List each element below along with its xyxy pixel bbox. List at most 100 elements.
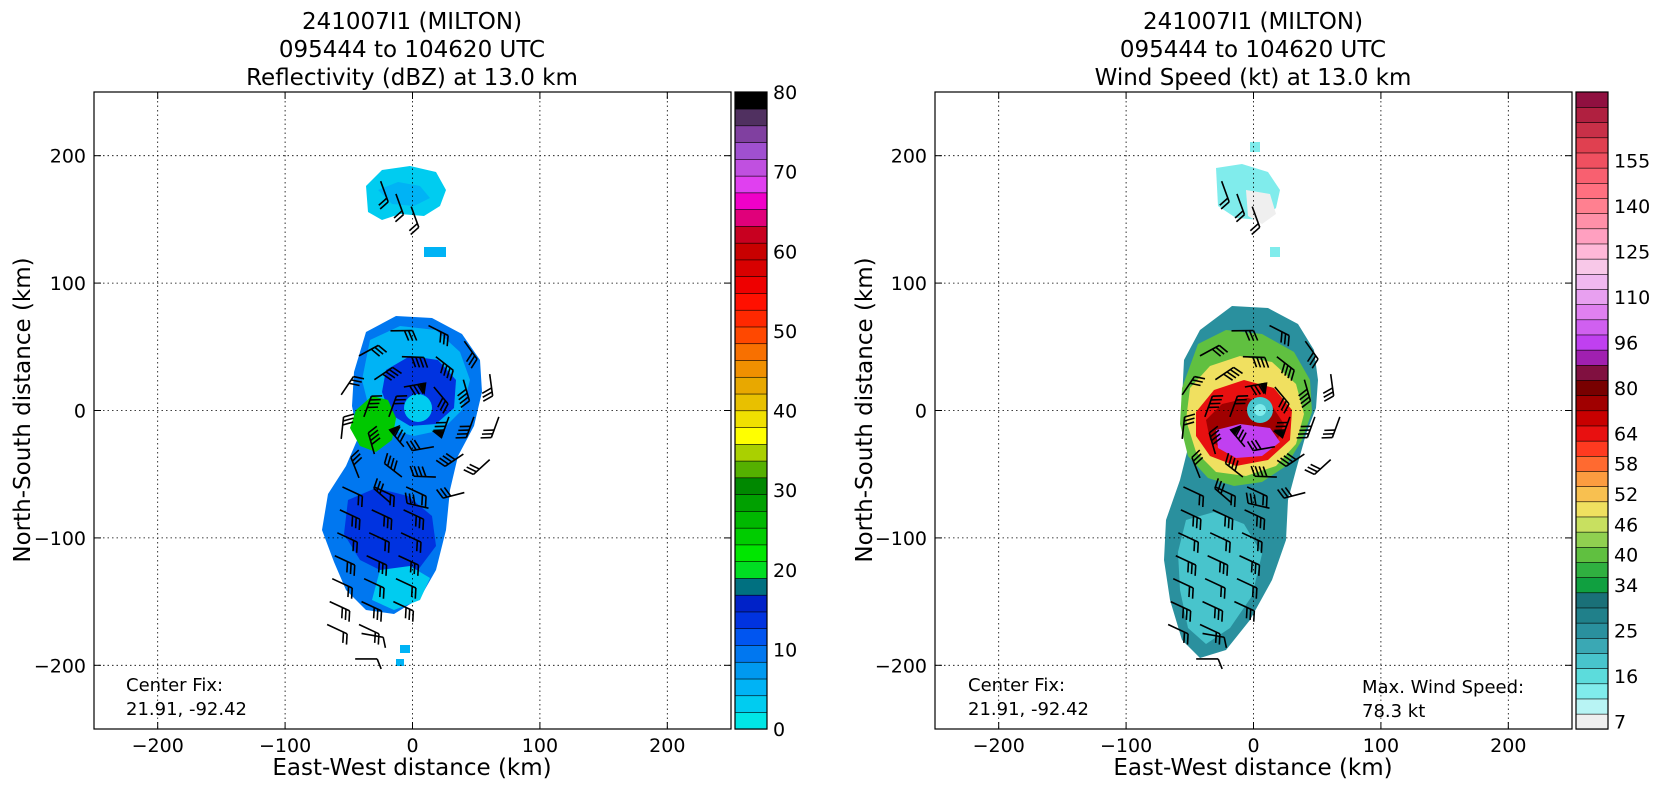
left-panel: 241007I1 (MILTON) 095444 to 104620 UTC R… [10, 9, 797, 781]
wind-barb [1239, 555, 1261, 576]
wind-barb [1304, 459, 1332, 476]
wind-barb [1199, 623, 1221, 645]
colorbar-bin [1575, 683, 1609, 700]
right-center-fix-label: Center Fix: [968, 675, 1065, 696]
right-small-echo-2 [1270, 247, 1280, 257]
wind-barb [1322, 374, 1335, 402]
wind-barb [1191, 449, 1204, 479]
colorbar-bin [734, 225, 768, 244]
colorbar-tick-label: 64 [1614, 423, 1638, 445]
y-tick-label: −100 [875, 528, 927, 550]
colorbar-bin [1575, 319, 1609, 336]
left-north-echo-core [378, 182, 430, 206]
colorbar-bin [1575, 243, 1609, 260]
colorbar-bin [1575, 607, 1609, 624]
wind-barb [1214, 366, 1243, 381]
wind-barb [398, 555, 420, 576]
right-center-fix-value: 21.91, -92.42 [968, 699, 1089, 720]
x-tick-label: 200 [1490, 735, 1526, 757]
colorbar-bin [734, 644, 768, 663]
right-panel: 241007I1 (MILTON) 095444 to 104620 UTC W… [852, 9, 1650, 781]
y-tick-label: 100 [891, 273, 927, 295]
wind-barb [1269, 324, 1290, 347]
left-small-echo-3 [396, 659, 404, 666]
wind-barb [1304, 340, 1319, 369]
right-ticks: −200 −100 0 100 200 −200 −100 0 100 200 [875, 92, 1572, 757]
colorbar-tick-label: 20 [773, 560, 797, 582]
colorbar-bin [734, 309, 768, 328]
left-eye [404, 394, 432, 422]
wind-barb [1214, 486, 1237, 508]
wind-barb [361, 600, 383, 622]
colorbar-bin [734, 376, 768, 395]
colorbar-tick-label: 7 [1614, 711, 1626, 733]
wind-barb [1212, 509, 1234, 530]
right-wind-barbs [1167, 180, 1341, 670]
wind-barb [329, 600, 351, 622]
wind-barb [366, 555, 388, 576]
colorbar-tick-label: 34 [1614, 575, 1638, 597]
wind-barb [435, 356, 454, 381]
wind-barb [1296, 416, 1316, 439]
colorbar-bin [1575, 364, 1609, 381]
wind-barb [1181, 375, 1206, 396]
right-wind-field [1164, 142, 1318, 658]
x-tick-label: 0 [406, 735, 418, 757]
left-echo-green [350, 396, 396, 452]
wind-barb [435, 486, 465, 499]
colorbar-tick-label: 25 [1614, 620, 1638, 642]
colorbar-bin [734, 192, 768, 210]
wind-barb [431, 416, 450, 439]
x-tick-label: −200 [132, 735, 184, 757]
colorbar-frame [734, 91, 768, 730]
wind-barb [457, 379, 471, 409]
colorbar-tick-label: 46 [1614, 514, 1638, 536]
colorbar-tick-label: 60 [773, 241, 797, 263]
colorbar-bin [734, 426, 768, 445]
colorbar-bin [734, 678, 768, 697]
x-tick-label: −100 [1100, 735, 1152, 757]
left-center-fix-label: Center Fix: [126, 675, 223, 696]
colorbar-bin [734, 276, 768, 294]
left-wind-barbs [326, 180, 500, 670]
colorbar-bin [734, 359, 768, 378]
wind-barb [1224, 452, 1244, 478]
wind-barb [403, 509, 425, 530]
colorbar-bin [1575, 167, 1609, 184]
colorbar-bin [734, 259, 768, 277]
wind-barb [373, 366, 402, 381]
right-eye-center [1254, 404, 1266, 416]
colorbar-tick-label: 40 [773, 401, 797, 423]
wind-barb [363, 577, 385, 599]
wind-barb [395, 577, 417, 599]
left-colorbar: 0 10 20 30 40 50 60 70 80 [734, 82, 797, 741]
colorbar-tick-label: 52 [1614, 484, 1638, 506]
colorbar-bin [1575, 258, 1609, 275]
wind-barb [405, 486, 427, 508]
colorbar-bin [734, 108, 768, 127]
colorbar-bin [1575, 288, 1609, 305]
colorbar-bin [1575, 106, 1609, 123]
wind-barb [1202, 632, 1228, 648]
colorbar-tick-label: 50 [773, 321, 797, 343]
wind-barb [1241, 532, 1263, 553]
wind-barb [1276, 452, 1305, 468]
y-tick-label: −100 [34, 528, 86, 550]
left-small-echo-2 [400, 645, 410, 653]
wind-barb [1249, 206, 1261, 236]
colorbar-tick-label: 80 [773, 82, 797, 104]
colorbar-tick-label: 125 [1614, 241, 1650, 263]
wind-barb [433, 386, 449, 414]
colorbar-tick-label: 30 [773, 480, 797, 502]
x-tick-label: 100 [1363, 735, 1399, 757]
colorbar-bin [734, 242, 768, 261]
right-title-line-3: Wind Speed (kt) at 13.0 km [1095, 65, 1412, 91]
right-title-line-2: 095444 to 104620 UTC [1120, 37, 1386, 63]
colorbar-bin [734, 477, 768, 495]
wind-barb [340, 413, 355, 439]
wind-barb [1242, 355, 1270, 368]
colorbar-bin [1575, 531, 1609, 548]
right-ylabel: North-South distance (km) [852, 257, 878, 562]
colorbar-bin [734, 292, 768, 311]
colorbar-bin [1575, 577, 1609, 594]
